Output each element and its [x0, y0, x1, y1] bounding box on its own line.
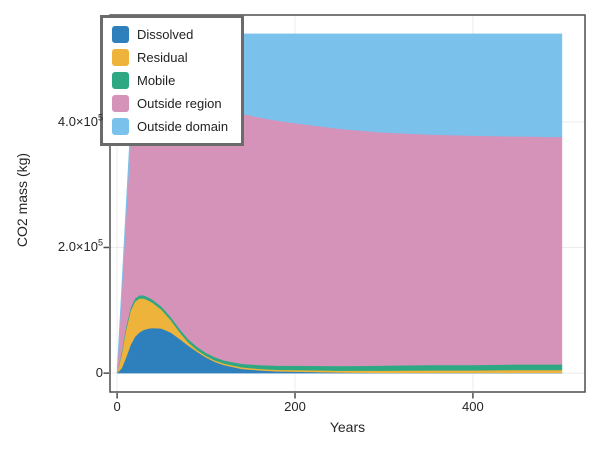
legend-item-dissolved: Dissolved [112, 23, 228, 46]
legend-label-dissolved: Dissolved [137, 27, 194, 42]
y-axis-title: CO2 mass (kg) [14, 152, 30, 248]
legend-item-residual: Residual [112, 46, 228, 69]
legend-swatch-residual [112, 49, 129, 66]
plot-border [109, 14, 586, 393]
legend-item-outside-domain: Outside domain [112, 115, 228, 138]
legend-label-outside-region: Outside region [137, 96, 222, 111]
legend-swatch-mobile [112, 72, 129, 89]
legend-label-mobile: Mobile [137, 73, 176, 88]
legend-label-residual: Residual [137, 50, 188, 65]
x-tick-label-0: 0 [113, 399, 121, 414]
x-axis-title: Years [329, 419, 366, 435]
y-tick-label-0: 0 [95, 365, 103, 381]
legend-item-outside-region: Outside region [112, 92, 228, 115]
legend: Dissolved Residual Mobile Outside region Out… [100, 15, 245, 146]
y-tick-label-4.0×10: 4.0×105 [57, 112, 103, 129]
legend-label-outside-domain: Outside domain [137, 119, 229, 134]
x-tick-label-200: 200 [284, 399, 306, 414]
legend-item-mobile: Mobile [112, 69, 228, 92]
x-tick-label-400: 400 [462, 399, 484, 414]
legend-swatch-outside-region [112, 95, 129, 112]
legend-swatch-dissolved [112, 26, 129, 43]
y-tick-label-2.0×10: 2.0×105 [57, 238, 103, 255]
legend-swatch-outside-domain [112, 118, 129, 135]
